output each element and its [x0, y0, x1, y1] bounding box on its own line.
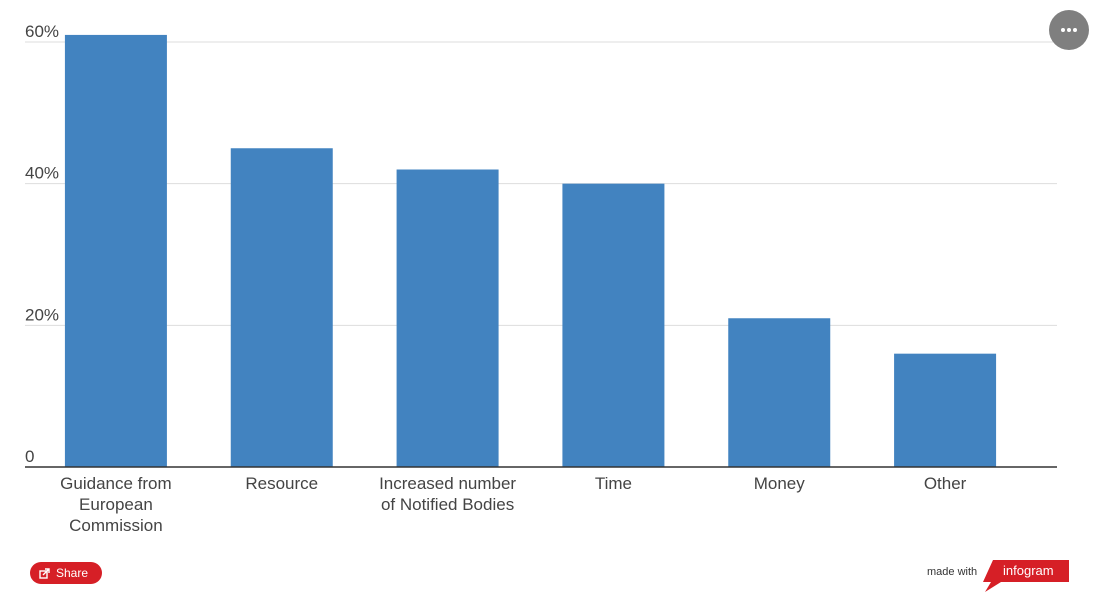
y-axis-labels: 0 20% 40% 60% — [25, 22, 59, 466]
infogram-brand-text[interactable]: infogram — [1003, 563, 1054, 578]
more-options-button[interactable] — [1049, 10, 1089, 50]
bars — [64, 34, 997, 468]
x-tick-label: Time — [595, 474, 632, 493]
y-tick-label: 20% — [25, 305, 59, 324]
x-tick-label: Money — [754, 474, 806, 493]
y-tick-label: 40% — [25, 164, 59, 183]
made-with-text: made with — [927, 566, 978, 578]
x-tick-label: Other — [924, 474, 967, 493]
bar[interactable] — [64, 34, 167, 468]
bar[interactable] — [230, 148, 333, 467]
bar[interactable] — [396, 169, 499, 468]
y-tick-label: 60% — [25, 22, 59, 41]
y-tick-label: 0 — [25, 447, 34, 466]
gridlines — [25, 41, 1057, 326]
share-button[interactable]: Share — [30, 562, 103, 584]
bar[interactable] — [562, 183, 665, 467]
x-tick-label: Guidance from European Commission — [60, 474, 172, 535]
bar[interactable] — [728, 318, 831, 467]
bar[interactable] — [894, 353, 997, 467]
x-tick-label: Increased number of Notified Bodies — [379, 474, 516, 514]
share-label: Share — [56, 566, 89, 580]
x-tick-label: Resource — [245, 474, 318, 493]
ellipsis-icon — [1061, 28, 1077, 32]
share-icon — [39, 567, 50, 579]
x-axis-labels: Guidance from European Commission Resource I… — [60, 474, 967, 535]
infogram-logo[interactable] — [983, 560, 1071, 594]
